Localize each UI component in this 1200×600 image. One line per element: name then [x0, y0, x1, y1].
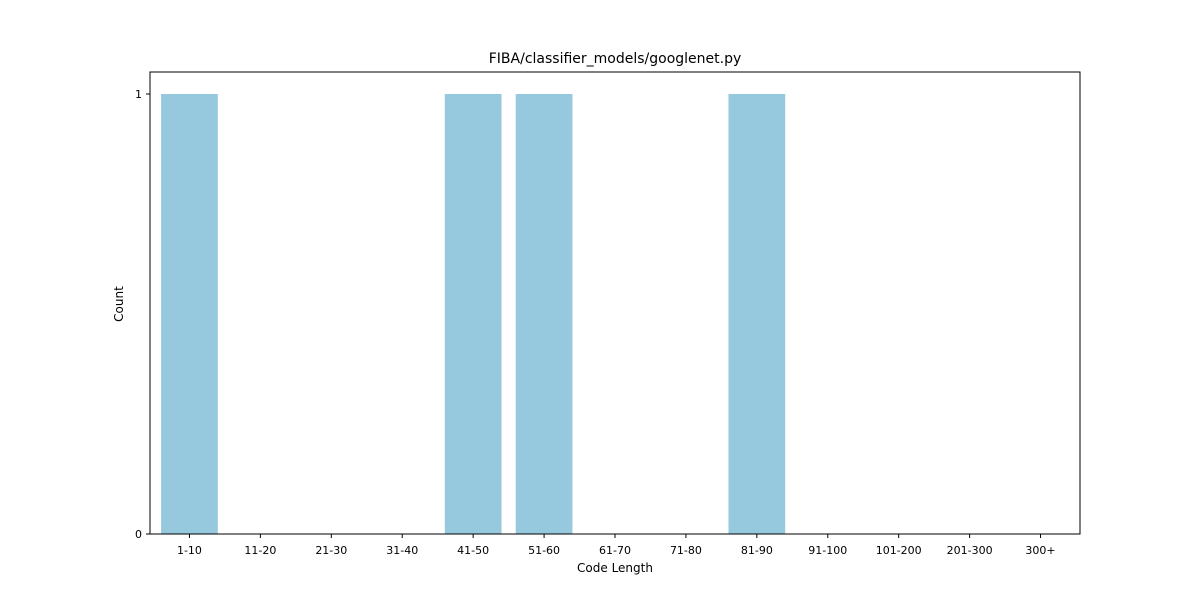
plot-frame	[150, 72, 1080, 534]
bar-81-90	[728, 94, 785, 534]
x-tick-label: 81-90	[741, 544, 773, 557]
x-tick-label: 21-30	[315, 544, 347, 557]
x-tick-label: 61-70	[599, 544, 631, 557]
x-axis: 1-10 11-20 21-30 31-40 41-50 51-60 61-70 71-80 8…	[177, 534, 1056, 557]
x-tick-label: 201-300	[947, 544, 993, 557]
bar-51-60	[516, 94, 573, 534]
y-axis: 01	[135, 88, 150, 541]
y-axis-label: Count	[112, 286, 126, 322]
bar-41-50	[445, 94, 502, 534]
x-tick-label: 41-50	[457, 544, 489, 557]
bars-layer	[161, 94, 785, 534]
x-tick-label: 51-60	[528, 544, 560, 557]
chart-title: FIBA/classifier_models/googlenet.py	[489, 51, 742, 67]
x-tick-label: 91-100	[808, 544, 847, 557]
x-tick-label: 31-40	[386, 544, 418, 557]
x-tick-label: 71-80	[670, 544, 702, 557]
y-tick-label: 1	[135, 88, 142, 101]
x-tick-label: 101-200	[876, 544, 922, 557]
x-tick-label: 11-20	[244, 544, 276, 557]
x-tick-label: 1-10	[177, 544, 202, 557]
bar-1-10	[161, 94, 218, 534]
x-axis-label: Code Length	[577, 561, 653, 575]
x-tick-label: 300+	[1025, 544, 1055, 557]
y-tick-label: 0	[135, 528, 142, 541]
